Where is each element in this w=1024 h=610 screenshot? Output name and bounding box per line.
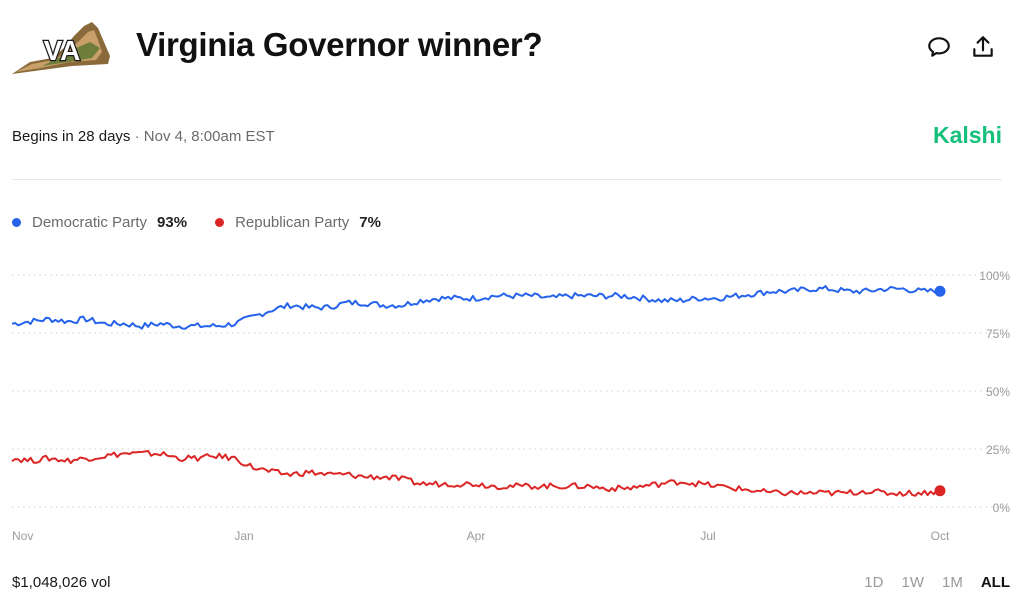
kalshi-logo[interactable]: Kalshi [932,122,1002,148]
legend-pct-democratic: 93% [157,214,188,231]
x-tick-label-jul: Jul [700,529,715,543]
chart-legend: Democratic Party 93% Republican Party 7% [12,214,409,231]
range-all-button[interactable]: ALL [980,574,1010,591]
share-icon[interactable] [970,34,996,60]
page-title: Virginia Governor winner? [136,26,543,63]
comment-icon[interactable] [926,34,952,60]
legend-pct-republican: 7% [359,214,381,231]
begins-text: Begins in 28 days [12,128,131,145]
start-date: Nov 4, 8:00am EST [143,128,275,145]
divider [12,179,1002,180]
price-chart[interactable]: 100% 75% 50% 25% 0% Nov Jan Apr Jul Oct [0,260,1024,560]
y-tick-label-100: 100% [979,269,1010,283]
x-tick-label-nov: Nov [12,529,33,543]
series-endpoint-republican [934,485,946,497]
logo-text: VA [44,35,81,66]
y-tick-label-50: 50% [986,385,1010,399]
meta-separator: · [134,128,140,145]
range-1w-button[interactable]: 1W [901,574,924,591]
volume-text: $1,048,026 vol [12,574,111,591]
y-tick-label-0: 0% [993,501,1011,515]
time-range-selector: 1D 1W 1M ALL [864,574,1010,591]
series-line-republican [11,449,941,497]
range-1d-button[interactable]: 1D [864,574,884,591]
x-tick-label-oct: Oct [931,529,950,543]
range-1m-button[interactable]: 1M [941,574,963,591]
legend-label-republican: Republican Party [235,214,350,231]
series-line-democratic [11,285,941,330]
legend-label-democratic: Democratic Party [32,214,148,231]
x-tick-label-jan: Jan [234,529,253,543]
series-endpoint-democratic [934,285,946,297]
virginia-logo: VA [12,22,110,74]
y-tick-label-75: 75% [986,327,1010,341]
market-timing: Begins in 28 days · Nov 4, 8:00am EST [12,128,275,145]
y-tick-label-25: 25% [986,443,1010,457]
legend-dot-democratic [12,218,21,227]
x-tick-label-apr: Apr [467,529,486,543]
legend-dot-republican [215,218,225,227]
